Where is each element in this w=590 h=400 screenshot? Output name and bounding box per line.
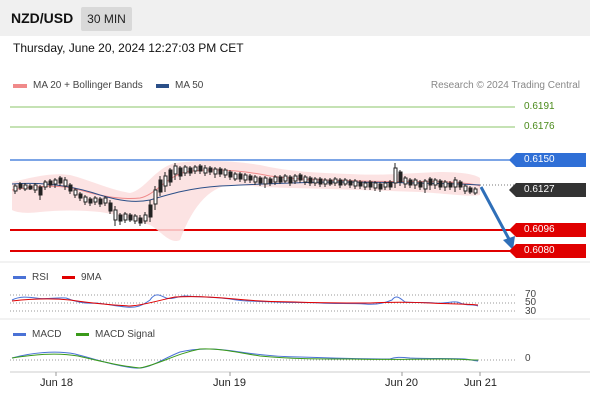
rsi-swatch — [13, 276, 26, 279]
macd-signal-swatch — [76, 333, 89, 336]
header-bar: NZD/USD 30 MIN — [0, 0, 590, 36]
level-s1-badge: 0.6096 — [509, 223, 586, 237]
rsi-ma-line — [11, 296, 479, 307]
level-r1-label: 0.6176 — [524, 121, 555, 132]
rsi-level-30: 30 — [525, 306, 537, 317]
rsi-line — [11, 294, 479, 308]
x-label-jun19: Jun 19 — [213, 377, 247, 389]
ma50-swatch — [156, 83, 169, 88]
legend-macd-signal: MACD Signal — [76, 329, 155, 340]
macd-line — [11, 348, 479, 369]
legend-ma50: MA 50 — [156, 80, 203, 91]
macd-signal-line — [11, 348, 479, 369]
level-r2-label: 0.6191 — [524, 101, 555, 112]
credit-text: Research © 2024 Trading Central — [430, 80, 580, 91]
macd-zero-label: 0 — [525, 353, 531, 364]
legend-ma20-label: MA 20 + Bollinger Bands — [33, 80, 143, 91]
legend-rsi-label: RSI — [32, 272, 49, 283]
level-s2-badge: 0.6080 — [509, 244, 586, 258]
level-pivot-badge: 0.6150 — [509, 153, 586, 167]
x-label-jun21: Jun 21 — [464, 377, 498, 389]
rsi-level-50: 50 — [525, 297, 537, 308]
legend-rsi-ma-label: 9MA — [81, 272, 102, 283]
legend-ma20: MA 20 + Bollinger Bands — [13, 80, 143, 91]
legend-rsi: RSI — [13, 272, 49, 283]
candles — [13, 163, 478, 226]
bollinger-band — [12, 160, 480, 242]
ma20-swatch — [13, 83, 27, 88]
x-label-jun18: Jun 18 — [40, 377, 74, 389]
rsi-level-70: 70 — [525, 289, 537, 300]
last-price-badge: 0.6127 — [509, 183, 586, 197]
legend-macd: MACD — [13, 329, 61, 340]
timestamp: Thursday, June 20, 2024 12:27:03 PM CET — [13, 41, 244, 55]
legend-rsi-ma: 9MA — [62, 272, 102, 283]
macd-swatch — [13, 333, 26, 336]
timeframe-button[interactable]: 30 MIN — [81, 7, 132, 31]
ma50-line — [11, 181, 481, 202]
legend-ma50-label: MA 50 — [175, 80, 204, 91]
x-label-jun20: Jun 20 — [385, 377, 419, 389]
symbol-title: NZD/USD — [11, 10, 74, 26]
legend-macd-label: MACD — [32, 329, 62, 340]
legend-macd-signal-label: MACD Signal — [95, 329, 156, 340]
rsi-ma-swatch — [62, 276, 75, 279]
